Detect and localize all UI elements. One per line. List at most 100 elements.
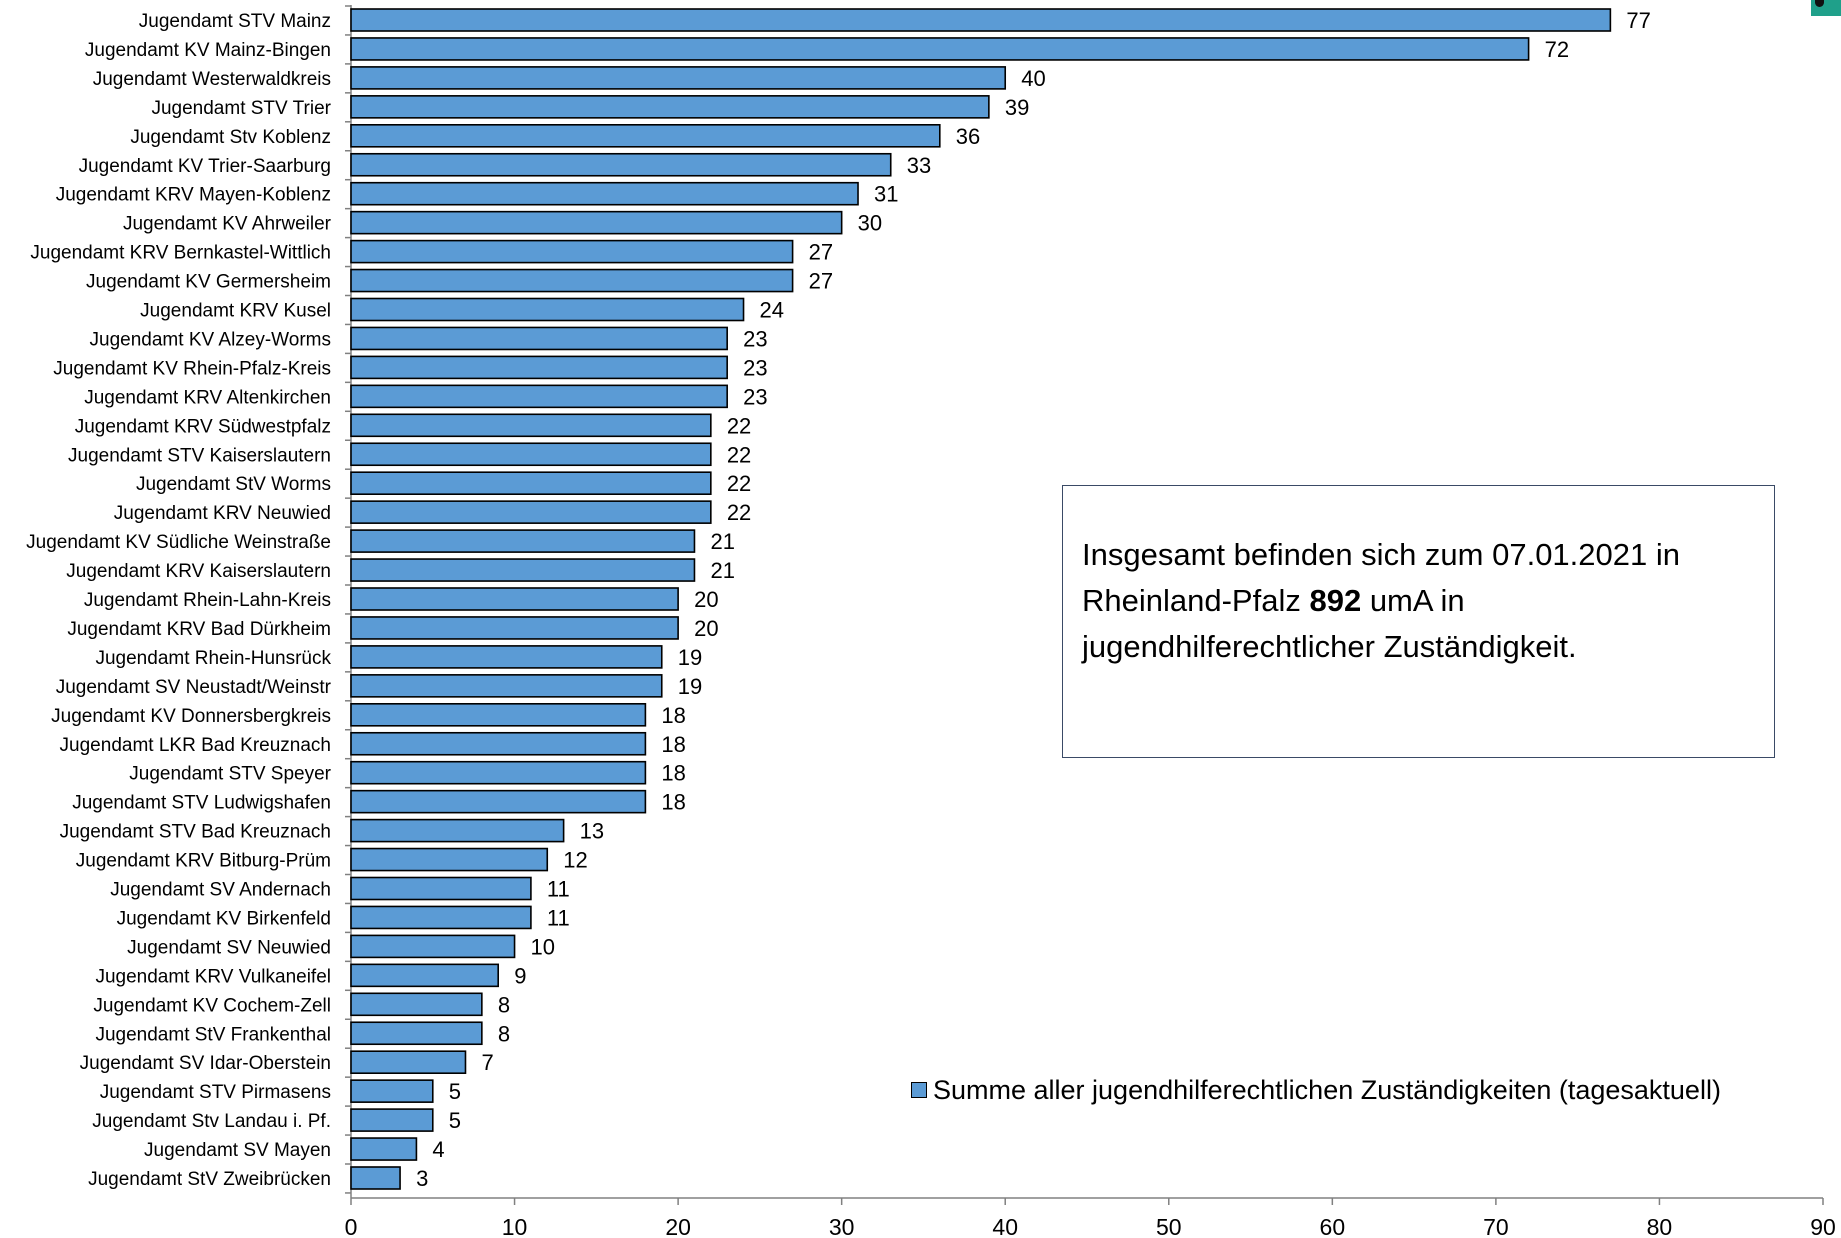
bar [350,702,647,727]
data-label: 11 [547,905,570,930]
category-label: Jugendamt KRV Mayen-Koblenz [56,185,331,206]
summary-note-box: Insgesamt befinden sich zum 07.01.2021 i… [1062,485,1775,758]
data-label: 18 [661,703,685,728]
category-label: Jugendamt STV Mainz [139,11,331,32]
category-label: Jugendamt KV Ahrweiler [123,214,332,235]
bar [350,210,843,235]
bar [350,413,712,438]
bar [350,1050,467,1074]
data-label: 13 [580,819,604,844]
bar [350,818,565,843]
category-label: Jugendamt SV Mayen [144,1140,331,1161]
category-label: Jugendamt Rhein-Hunsrück [95,648,331,669]
x-tick-label: 10 [502,1214,528,1238]
chart-legend: Summe aller jugendhilferechtlichen Zustä… [911,1072,1721,1108]
bar [350,1137,418,1161]
category-label: Jugendamt KV Donnersbergkreis [51,706,331,727]
bar [350,239,794,264]
data-label: 7 [481,1050,493,1075]
category-label: Jugendamt KV Rhein-Pfalz-Kreis [53,358,331,379]
category-label: Jugendamt STV Speyer [129,764,331,785]
category-label: Jugendamt StV Zweibrücken [88,1169,331,1190]
bar [350,876,532,901]
bar [350,500,712,524]
bar [350,1108,434,1132]
data-label: 19 [678,674,702,699]
data-label: 5 [449,1108,461,1133]
bar [350,963,499,988]
bar [350,558,696,582]
bar [350,789,647,814]
bar [350,1079,434,1103]
data-label: 18 [661,732,685,757]
data-label: 39 [1005,95,1029,120]
data-label: 9 [514,963,526,988]
data-label: 23 [743,326,767,351]
data-label: 77 [1626,8,1650,33]
category-label: Jugendamt STV Bad Kreuznach [60,822,331,843]
data-label: 33 [907,153,931,178]
data-label: 22 [727,500,751,525]
data-label: 8 [498,1021,510,1046]
bar [350,268,794,293]
data-label: 36 [956,124,980,149]
data-label: 21 [710,558,734,583]
category-label: Jugendamt KV Germersheim [86,272,331,293]
bar [350,124,941,148]
category-label: Jugendamt KV Birkenfeld [117,908,331,929]
x-tick-label: 90 [1810,1214,1836,1238]
category-label: Jugendamt KRV Altenkirchen [84,387,331,408]
x-tick-label: 70 [1483,1214,1509,1238]
summary-note-text: Rheinland-Pfalz [1082,583,1310,618]
data-label: 30 [858,211,882,236]
data-label: 23 [743,384,767,409]
data-label: 10 [531,934,555,959]
bar [350,616,679,640]
bar [350,471,712,496]
data-label: 19 [678,645,702,670]
data-label: 5 [449,1079,461,1104]
category-label: Jugendamt SV Neustadt/Weinstr [56,677,332,698]
category-label: Jugendamt KRV Vulkaneifel [95,966,331,987]
category-label: Jugendamt KRV Bitburg-Prüm [76,851,331,872]
bar [350,297,745,322]
category-label: Jugendamt Stv Landau i. Pf. [92,1111,331,1132]
category-label: Jugendamt KV Cochem-Zell [93,995,331,1016]
summary-note-line-2: Rheinland-Pfalz 892 umA in [1082,578,1754,624]
data-label: 40 [1021,66,1045,91]
data-label: 22 [727,413,751,438]
category-label: Jugendamt KRV Bad Dürkheim [67,619,331,640]
category-label: Jugendamt KRV Neuwied [114,503,331,524]
bar [350,674,663,698]
data-label: 4 [432,1137,444,1162]
category-label: Jugendamt Rhein-Lahn-Kreis [84,590,331,611]
category-label: Jugendamt STV Trier [151,98,331,119]
summary-note-line-1: Insgesamt befinden sich zum 07.01.2021 i… [1082,537,1680,572]
category-label: Jugendamt KV Alzey-Worms [90,329,331,350]
data-label: 27 [809,240,833,265]
bar [350,326,728,351]
data-label: 22 [727,471,751,496]
category-label: Jugendamt Westerwaldkreis [93,69,331,90]
data-label: 27 [809,269,833,294]
bar [350,442,712,467]
bar [350,992,483,1017]
bar [350,529,696,553]
bar [350,847,549,872]
data-label: 8 [498,992,510,1017]
data-label: 18 [661,790,685,815]
x-tick-label: 40 [992,1214,1018,1238]
bar [350,66,1007,90]
data-label: 20 [694,587,718,612]
x-tick-label: 80 [1647,1214,1673,1238]
category-label: Jugendamt SV Andernach [110,880,331,901]
data-label: 22 [727,442,751,467]
summary-note-total: 892 [1309,583,1362,618]
data-label: 12 [563,848,587,873]
bar [350,587,679,611]
category-label: Jugendamt STV Ludwigshafen [72,793,331,814]
bar [350,1021,483,1046]
bar [350,934,516,959]
bar [350,181,859,206]
